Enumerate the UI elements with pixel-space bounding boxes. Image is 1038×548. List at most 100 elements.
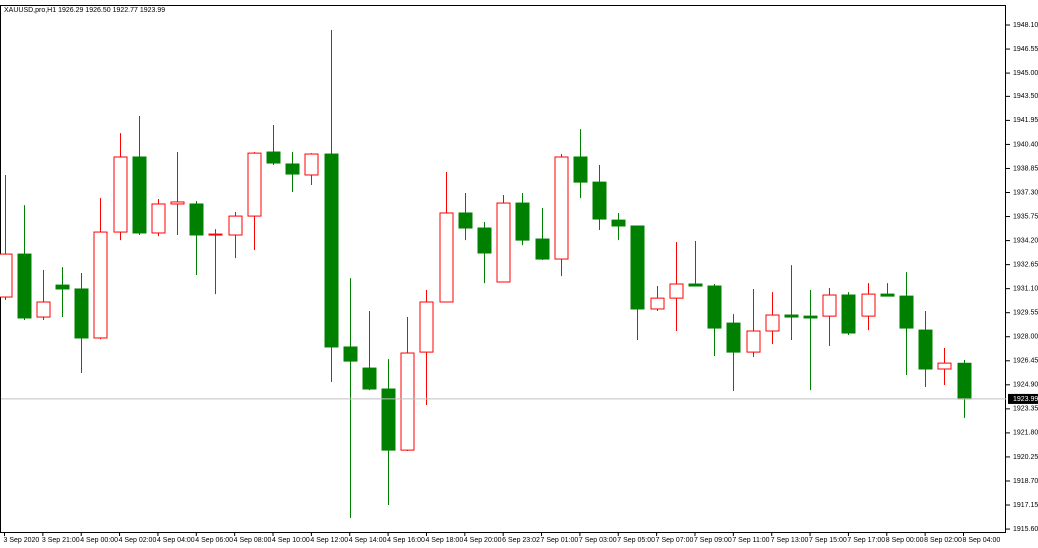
x-tick-label: 4 Sep 20:00 xyxy=(464,537,502,544)
candle-body xyxy=(228,215,243,236)
candle-body xyxy=(208,233,223,236)
candle-body xyxy=(918,329,933,370)
candle-body xyxy=(0,253,13,298)
candle-body xyxy=(822,294,837,317)
candle-body xyxy=(880,293,895,297)
candle-body xyxy=(17,253,32,319)
candle-body xyxy=(765,314,780,332)
x-tick-label: 7 Sep 17:00 xyxy=(847,537,885,544)
candle-body xyxy=(458,212,473,229)
x-tick-label: 6 Sep 23:02 xyxy=(502,537,540,544)
x-tick-label: 4 Sep 18:00 xyxy=(425,537,463,544)
candle-body xyxy=(304,153,319,176)
x-tick-label: 4 Sep 14:00 xyxy=(349,537,387,544)
y-tick-label: 1926.45 xyxy=(1013,358,1038,365)
candle-body xyxy=(496,202,511,283)
x-tick-label: 3 Sep 21:00 xyxy=(42,537,80,544)
candle-body xyxy=(324,153,339,348)
y-tick-label: 1948.10 xyxy=(1013,22,1038,29)
current-price-label: 1923.99 xyxy=(1013,396,1038,403)
candle-body xyxy=(113,156,128,233)
y-tick-label: 1920.25 xyxy=(1013,454,1038,461)
x-tick-label: 7 Sep 13:00 xyxy=(771,537,809,544)
candle-body xyxy=(937,362,952,370)
y-tick-label: 1938.85 xyxy=(1013,165,1038,172)
candle-body xyxy=(554,156,569,260)
y-tick-label: 1921.80 xyxy=(1013,430,1038,437)
y-tick-label: 1931.10 xyxy=(1013,286,1038,293)
y-tick-label: 1923.35 xyxy=(1013,406,1038,413)
y-tick-label: 1946.55 xyxy=(1013,46,1038,53)
x-tick-label: 7 Sep 05:00 xyxy=(617,537,655,544)
candle-body xyxy=(439,212,454,303)
candle-body xyxy=(266,151,281,164)
candle-body xyxy=(573,156,588,183)
y-tick-label: 1928.00 xyxy=(1013,334,1038,341)
x-tick-label: 7 Sep 01:00 xyxy=(541,537,579,544)
candle-body xyxy=(899,295,914,329)
candle-body xyxy=(151,203,166,234)
candle-body xyxy=(170,201,185,205)
candle-body xyxy=(285,163,300,175)
x-tick-label: 7 Sep 11:00 xyxy=(732,537,769,544)
x-tick-label: 4 Sep 16:00 xyxy=(387,537,425,544)
candle-body xyxy=(688,283,703,287)
y-tick-label: 1915.60 xyxy=(1013,526,1038,533)
y-tick-label: 1945.00 xyxy=(1013,70,1038,77)
candle-body xyxy=(630,225,645,310)
candle-body xyxy=(957,362,972,400)
candle-body xyxy=(535,238,550,260)
x-tick-label: 8 Sep 04:00 xyxy=(963,537,1001,544)
candle-body xyxy=(400,352,415,451)
candle-body xyxy=(93,231,108,339)
x-tick-label: 4 Sep 06:00 xyxy=(195,537,233,544)
y-tick-label: 1937.30 xyxy=(1013,189,1038,196)
y-tick-label: 1924.90 xyxy=(1013,382,1038,389)
candle-body xyxy=(343,346,358,362)
x-tick-label: 3 Sep 2020 xyxy=(4,537,40,544)
candle-body xyxy=(189,203,204,236)
candle-body xyxy=(669,283,684,299)
x-tick-label: 4 Sep 02:00 xyxy=(119,537,157,544)
y-tick-label: 1943.50 xyxy=(1013,93,1038,100)
candle-body xyxy=(861,293,876,317)
y-tick-label: 1918.70 xyxy=(1013,478,1038,485)
x-tick-label: 4 Sep 00:00 xyxy=(80,537,118,544)
candle-body xyxy=(247,152,262,217)
candle-body xyxy=(784,314,799,318)
candle-body xyxy=(611,219,626,227)
y-tick-label: 1917.15 xyxy=(1013,502,1038,509)
candle-body xyxy=(707,285,722,329)
x-tick-label: 7 Sep 15:00 xyxy=(809,537,847,544)
y-tick-label: 1940.40 xyxy=(1013,141,1038,148)
current-price-box xyxy=(1008,393,1038,404)
candle-body xyxy=(362,367,377,390)
candle-body xyxy=(74,288,89,339)
candle-body xyxy=(650,297,665,310)
y-tick-label: 1929.55 xyxy=(1013,310,1038,317)
y-tick-label: 1941.95 xyxy=(1013,117,1038,124)
y-tick-label: 1932.65 xyxy=(1013,261,1038,268)
y-tick-label: 1935.75 xyxy=(1013,213,1038,220)
candle-body xyxy=(726,322,741,353)
x-tick-label: 4 Sep 04:00 xyxy=(157,537,195,544)
x-tick-label: 4 Sep 10:00 xyxy=(272,537,310,544)
x-tick-label: 8 Sep 00:00 xyxy=(886,537,924,544)
x-tick-label: 4 Sep 08:00 xyxy=(234,537,272,544)
candle-body xyxy=(803,315,818,319)
candle-body xyxy=(477,227,492,254)
chart-title: XAUUSD,pro,H1 1926.29 1926.50 1922.77 19… xyxy=(4,7,165,14)
candle-body xyxy=(36,301,51,318)
candle-body xyxy=(132,156,147,234)
candle-body xyxy=(55,284,70,290)
candle-body xyxy=(592,181,607,220)
x-tick-label: 7 Sep 07:00 xyxy=(656,537,694,544)
x-tick-label: 7 Sep 09:00 xyxy=(694,537,732,544)
candle-body xyxy=(841,294,856,334)
candle-body xyxy=(419,301,434,353)
y-tick-label: 1934.20 xyxy=(1013,237,1038,244)
x-tick-label: 4 Sep 12:00 xyxy=(310,537,348,544)
candle-body xyxy=(746,330,761,353)
